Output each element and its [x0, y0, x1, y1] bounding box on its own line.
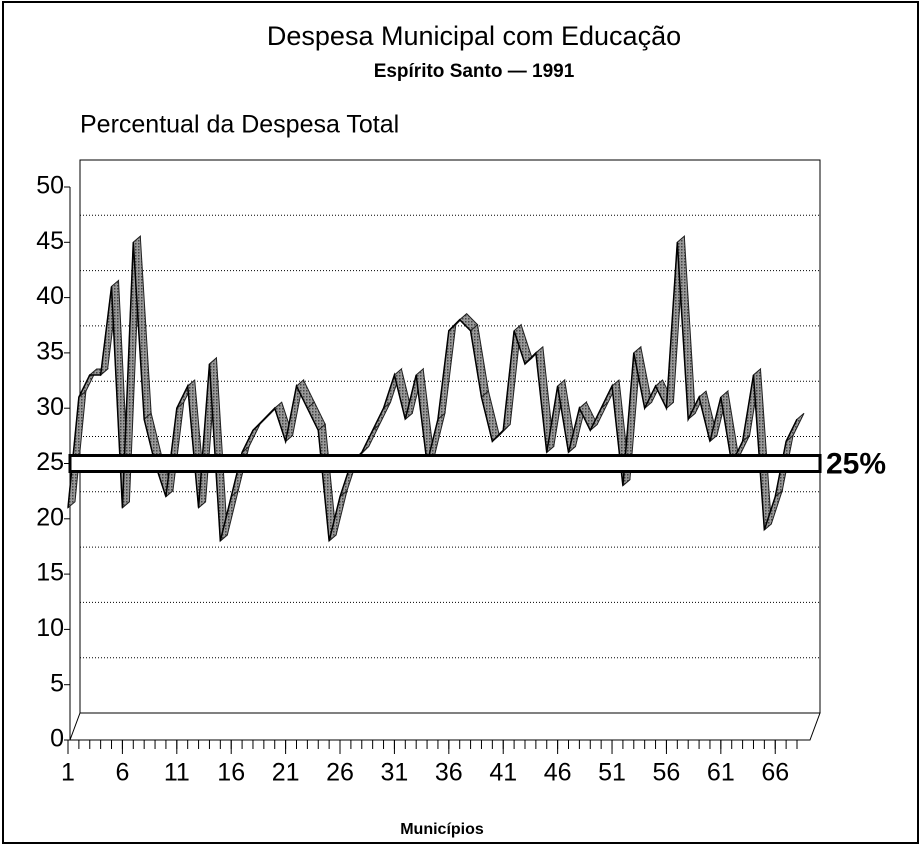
- y-tick-label: 30: [36, 393, 64, 421]
- x-tick-label: 41: [489, 759, 517, 787]
- x-tick-label: 16: [217, 759, 245, 787]
- x-axis-title: Municípios: [400, 821, 484, 838]
- y-tick-label: 5: [50, 669, 64, 697]
- y-axis-title: Percentual da Despesa Total: [80, 111, 399, 139]
- y-tick-label: 50: [36, 172, 64, 200]
- x-tick-label: 1: [61, 759, 75, 787]
- y-tick-label: 20: [36, 503, 64, 531]
- floor: [69, 712, 821, 741]
- x-tick-label: 46: [544, 759, 572, 787]
- y-tick-label: 10: [36, 614, 64, 642]
- x-tick-label: 11: [164, 759, 190, 787]
- x-tick-label: 26: [326, 759, 354, 787]
- chart-title: Despesa Municipal com Educação: [267, 21, 681, 51]
- y-tick-label: 0: [50, 725, 64, 753]
- x-tick-label: 51: [598, 759, 626, 787]
- x-tick-label: 56: [653, 759, 681, 787]
- y-tick-label: 40: [36, 282, 64, 310]
- x-tick-label: 61: [707, 759, 735, 787]
- reference-band: [68, 454, 822, 473]
- x-tick-label: 6: [115, 759, 129, 787]
- x-tick-label: 36: [435, 759, 463, 787]
- x-tick-label: 31: [381, 759, 409, 787]
- y-tick-label: 45: [36, 227, 64, 255]
- x-tick-label: 21: [272, 759, 300, 787]
- y-tick-label: 15: [36, 559, 64, 587]
- x-tick-label: 66: [761, 759, 789, 787]
- y-tick-label: 35: [36, 338, 64, 366]
- y-tick-label: 25: [36, 448, 64, 476]
- reference-label: 25%: [826, 447, 886, 480]
- line: [67, 242, 798, 542]
- chart-subtitle: Espírito Santo — 1991: [374, 61, 575, 82]
